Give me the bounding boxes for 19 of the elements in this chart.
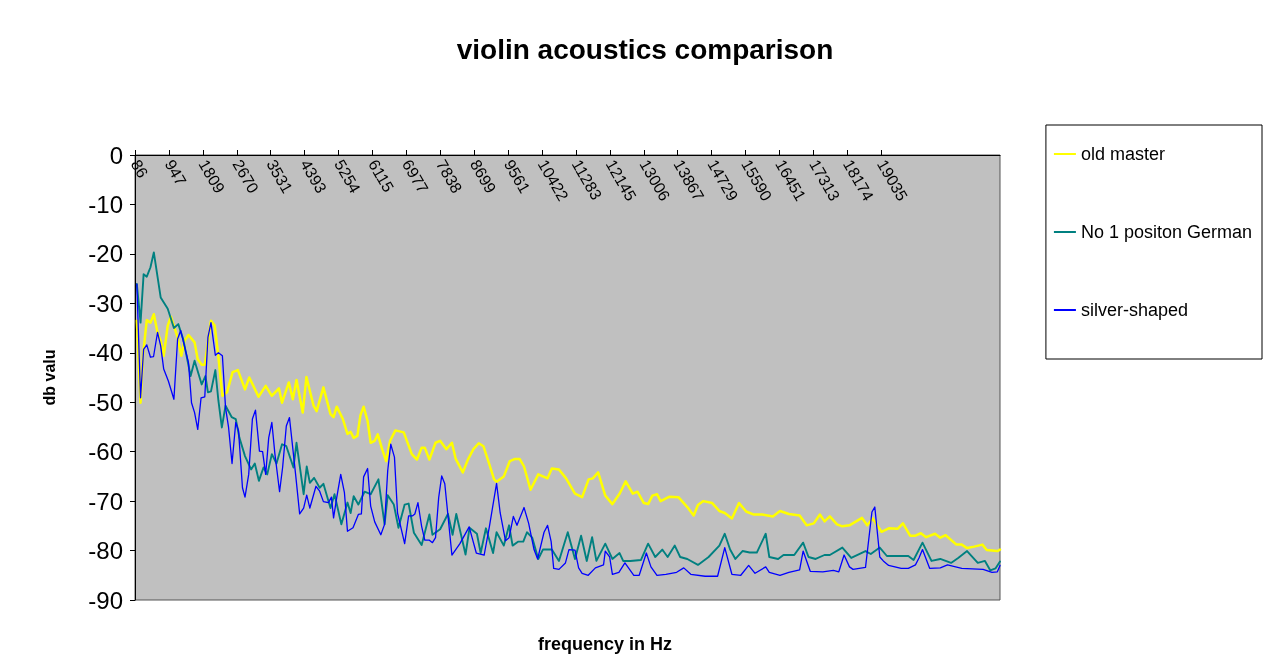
y-tick-label: 0	[109, 141, 123, 169]
y-tick-label: -70	[88, 487, 123, 515]
legend-label: old master	[1080, 144, 1165, 164]
y-tick-label: -60	[88, 438, 123, 466]
line-series	[135, 312, 1002, 553]
y-tick-label: -20	[88, 240, 123, 268]
y-tick-label: -80	[88, 537, 123, 565]
y-axis-title: db valu	[40, 349, 58, 406]
legend-label: silver-shaped	[1080, 300, 1188, 320]
y-tick-label: -30	[88, 289, 123, 317]
x-tick-label: 947	[161, 156, 190, 189]
y-tick-label: -10	[88, 190, 123, 218]
y-tick-label: -50	[88, 388, 123, 416]
x-axis-title: frequency in Hz	[537, 634, 673, 654]
y-tick-label: -40	[88, 339, 123, 367]
y-tick-label: -90	[88, 586, 123, 614]
x-tick-label: 86	[127, 156, 152, 181]
chart-title: violin acoustics comparison	[456, 33, 834, 65]
legend-label: No 1 positon German	[1080, 222, 1253, 242]
